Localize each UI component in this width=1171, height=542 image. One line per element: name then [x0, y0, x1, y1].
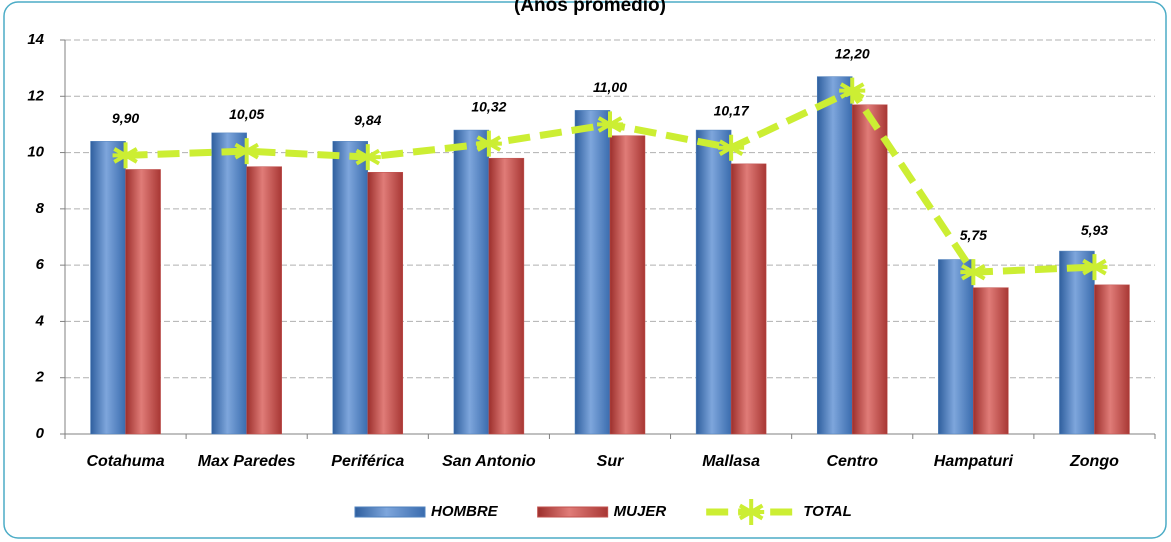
value-label: 5,75 [960, 227, 987, 243]
x-tick-label: Centro [826, 453, 878, 470]
value-label: 5,93 [1081, 222, 1108, 238]
line-marker [839, 77, 866, 104]
bar [695, 129, 732, 435]
bar [574, 110, 611, 435]
legend-swatch [537, 506, 609, 518]
value-label: 10,32 [471, 98, 506, 114]
legend-label: HOMBRE [431, 503, 499, 520]
bar [125, 169, 161, 435]
bar [609, 135, 646, 435]
y-tick-label: 10 [27, 144, 44, 161]
chart-border [3, 1, 1167, 539]
x-tick-label: Zongo [1069, 453, 1119, 470]
y-tick-label: 4 [35, 312, 45, 329]
bar [973, 287, 1009, 435]
value-label: 11,00 [593, 79, 627, 95]
bar [1059, 250, 1095, 435]
y-tick-label: 2 [35, 369, 45, 386]
bar [1094, 284, 1130, 435]
line-marker [112, 142, 139, 169]
value-label: 10,05 [229, 106, 264, 122]
x-tick-label: San Antonio [442, 453, 536, 470]
legend-swatch [354, 506, 426, 518]
bar [367, 172, 404, 435]
x-tick-label: Hampaturi [934, 453, 1014, 470]
value-label: 12,20 [835, 45, 870, 61]
line-marker [597, 111, 623, 138]
line-marker [354, 144, 381, 171]
line-marker [233, 138, 260, 165]
value-label: 10,17 [714, 102, 750, 118]
legend-label: TOTAL [803, 503, 852, 520]
bar [488, 157, 525, 435]
legend-marker [738, 499, 765, 525]
y-tick-label: 6 [36, 256, 45, 273]
chart-title: (Años promedio) [514, 0, 666, 16]
x-tick-label: Mallasa [702, 453, 760, 470]
bar [332, 141, 369, 435]
bar [816, 76, 853, 435]
x-tick-label: Max Paredes [198, 453, 296, 470]
line-marker [475, 130, 502, 157]
bar [211, 132, 247, 435]
y-tick-label: 14 [27, 31, 44, 48]
bar [851, 104, 888, 435]
line-marker [960, 259, 987, 286]
y-tick-label: 8 [36, 200, 45, 217]
x-tick-label: Periférica [331, 453, 404, 470]
value-label: 9,84 [354, 112, 381, 128]
x-tick-label: Sur [597, 453, 624, 470]
legend-label: MUJER [614, 503, 667, 520]
line-marker [718, 134, 745, 161]
bar [453, 129, 490, 435]
bar [938, 259, 974, 435]
x-tick-label: Cotahuma [86, 453, 164, 470]
bar [246, 166, 282, 435]
line-marker [1081, 254, 1108, 281]
value-label: 9,90 [112, 110, 139, 126]
y-tick-label: 0 [36, 425, 45, 442]
y-tick-label: 12 [27, 87, 44, 104]
bar [90, 141, 126, 435]
bar [730, 163, 767, 435]
